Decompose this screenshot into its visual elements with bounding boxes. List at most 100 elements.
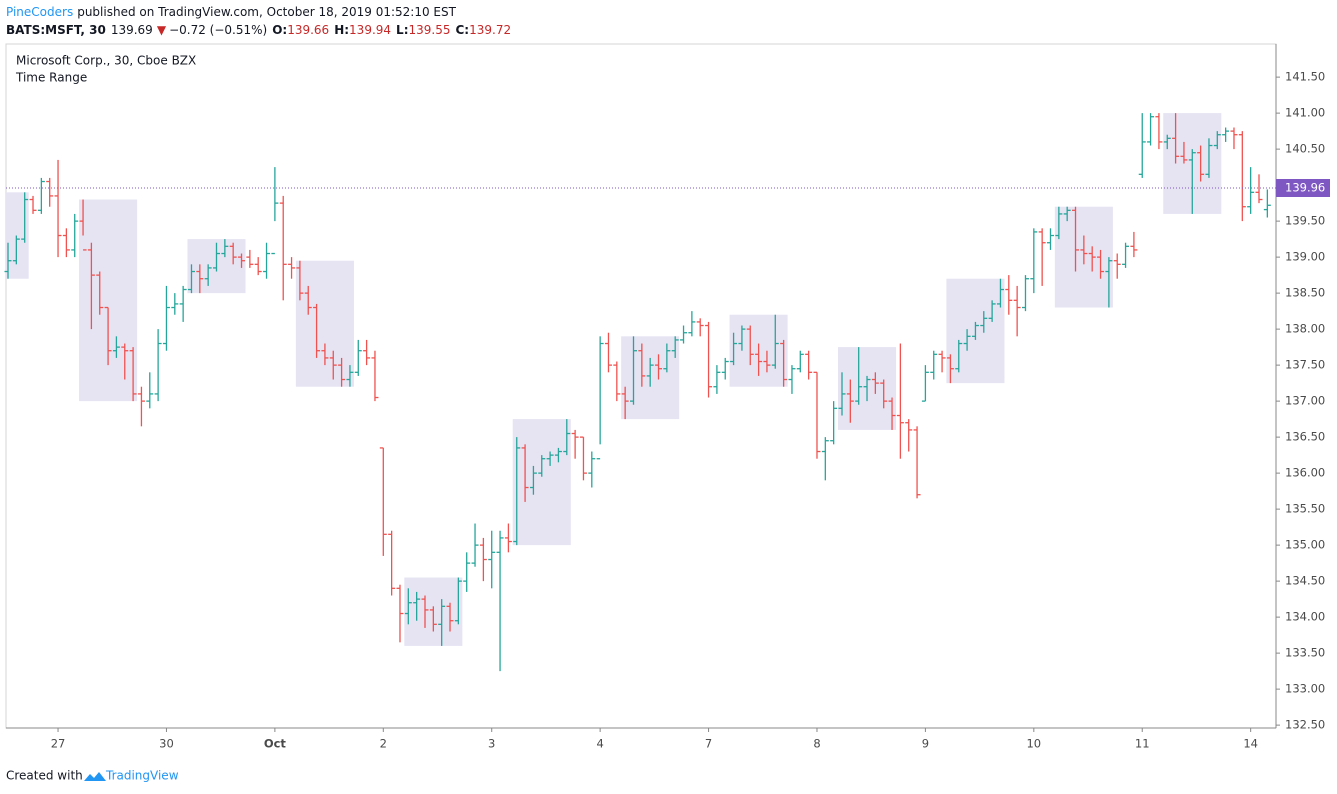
y-tick-label: 134.00 (1285, 610, 1325, 624)
ohlc-bar (588, 451, 596, 488)
ohlc-bar (755, 343, 763, 376)
ohlc-bar (554, 447, 562, 463)
ohlc-bar (129, 347, 137, 402)
ohlc-bar (246, 249, 254, 268)
y-tick-label: 133.00 (1285, 682, 1325, 696)
l-value: 139.55 (409, 23, 451, 37)
ohlc-bar (4, 242, 12, 279)
axes: 132.50 133.00 133.50 134.00 134.50 135.00 135.… (6, 44, 1330, 751)
ohlc-bar (1205, 138, 1213, 178)
l-label: L: (396, 23, 408, 37)
ohlc-bar (1021, 275, 1029, 312)
ohlc-bar (963, 329, 971, 351)
ohlc-bar (1238, 131, 1246, 222)
ohlc-bar (413, 591, 421, 621)
ohlc-bar (146, 372, 154, 409)
ohlc-bar (980, 311, 988, 333)
ohlc-bar (821, 437, 829, 481)
y-tick-label: 132.50 (1285, 718, 1325, 732)
x-tick-label: 30 (159, 737, 174, 751)
ohlc-bar (12, 235, 20, 265)
ohlc-bar (463, 552, 471, 592)
ohlc-bar (346, 365, 354, 387)
ohlc-bar (1072, 206, 1080, 272)
published: published on TradingView.com, October 18… (77, 5, 456, 19)
ohlc-bar (404, 588, 412, 625)
ohlc-bar (1255, 174, 1263, 204)
o-label: O: (272, 23, 287, 37)
footer-brand[interactable]: TradingView (105, 769, 179, 783)
ohlc-bar (988, 300, 996, 322)
ohlc-bar (863, 375, 871, 402)
ohlc-bar (888, 397, 896, 430)
ohlc-bar (1005, 275, 1013, 315)
ohlc-bar (780, 339, 788, 387)
ohlc-bar (1263, 189, 1271, 218)
ohlc-bar (37, 177, 45, 214)
x-tick-label: 11 (1135, 737, 1150, 751)
ohlc-bar (321, 343, 329, 366)
ohlc-bar (905, 419, 913, 452)
c-label: C: (456, 23, 470, 37)
ohlc-bar (813, 371, 821, 459)
x-tick-label: Oct (264, 737, 287, 751)
ohlc-bar (1138, 113, 1146, 178)
ohlc-bar (171, 293, 179, 315)
ohlc-bar (254, 257, 262, 276)
ohlc-bar (229, 242, 237, 265)
y-tick-label: 140.50 (1285, 142, 1325, 156)
ohlc-bar (1197, 145, 1205, 182)
o-value: 139.66 (287, 23, 329, 37)
ohlc-bar (446, 602, 454, 632)
ohlc-bar (971, 321, 979, 340)
symbol: BATS:MSFT, 30 (6, 23, 106, 37)
ohlc-bar (1163, 134, 1171, 150)
ohlc-bar (162, 285, 170, 351)
time-range-box (79, 199, 138, 402)
ohlc-bar (438, 599, 446, 646)
y-tick-label: 134.50 (1285, 574, 1325, 588)
ohlc-bar (1230, 127, 1238, 150)
ohlc-bar (630, 336, 637, 405)
ohlc-bar (1080, 235, 1088, 265)
y-tick-label: 137.50 (1285, 358, 1325, 372)
ohlc-bar (238, 253, 246, 268)
ohlc-bar (996, 278, 1004, 308)
x-tick-label: 9 (922, 737, 929, 751)
ohlc-bar (596, 336, 604, 460)
ohlc-bar (571, 429, 579, 459)
ohlc-bar (96, 271, 104, 315)
ohlc-bar (396, 584, 404, 643)
last-price-tag (1276, 179, 1330, 197)
ohlc-bars (4, 113, 1271, 672)
ohlc-bar (1088, 246, 1096, 272)
ohlc-bar (496, 530, 504, 672)
y-tick-label: 135.00 (1285, 538, 1325, 552)
ohlc-bar (788, 365, 796, 394)
ohlc-bar (71, 213, 79, 258)
ohlc-bar (688, 311, 696, 337)
y-tick-label: 135.50 (1285, 502, 1325, 516)
ohlc-bar (680, 325, 688, 344)
ohlc-bar (705, 321, 713, 398)
ohlc-bar (296, 260, 304, 301)
ohlc-bar (87, 242, 95, 330)
y-tick-label: 141.00 (1285, 106, 1325, 120)
ohlc-bar (1188, 149, 1196, 214)
ohlc-bar (187, 264, 195, 294)
ohlc-bar (313, 303, 321, 358)
y-tick-label: 136.00 (1285, 466, 1325, 480)
publisher[interactable]: PineCoders (6, 5, 73, 19)
ohlc-bar (1247, 167, 1255, 214)
ohlc-bar (763, 350, 771, 373)
ohlc-bar (363, 339, 371, 366)
ohlc-bar (646, 357, 654, 387)
ohlc-bar (354, 339, 362, 376)
ohlc-bar (1130, 231, 1138, 258)
ohlc-bar (29, 195, 37, 214)
ohlc-bar (638, 343, 646, 387)
ohlc-bar (1222, 127, 1230, 142)
ohlc-bar (921, 365, 929, 402)
ohlc-bar (304, 285, 312, 315)
